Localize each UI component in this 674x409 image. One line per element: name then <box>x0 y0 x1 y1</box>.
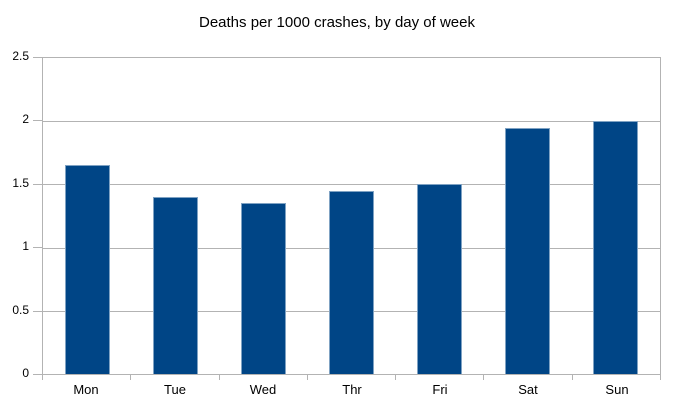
x-axis-tick <box>483 375 484 380</box>
x-axis-tick <box>130 375 131 380</box>
x-axis-tick <box>395 375 396 380</box>
y-axis-tick <box>33 120 42 121</box>
x-axis-tick <box>42 375 43 380</box>
y-axis-label: 1 <box>22 239 29 253</box>
y-gridline <box>43 121 660 122</box>
x-axis-tick <box>307 375 308 380</box>
y-axis-label: 2 <box>22 112 29 126</box>
x-axis-tick <box>572 375 573 380</box>
y-axis-tick <box>33 57 42 58</box>
x-axis-label-mon: Mon <box>73 382 99 397</box>
bar-tue <box>153 197 198 374</box>
bar-thr <box>329 191 374 374</box>
y-axis-tick <box>33 374 42 375</box>
x-axis-label-tue: Tue <box>164 382 186 397</box>
bar-fri <box>417 184 462 374</box>
bar-wed <box>241 203 286 374</box>
plot-area <box>42 57 661 375</box>
chart-title: Deaths per 1000 crashes, by day of week <box>199 14 475 31</box>
x-axis-label-fri: Fri <box>432 382 448 397</box>
x-axis-label-sun: Sun <box>605 382 629 397</box>
bar-sat <box>505 128 550 374</box>
x-axis-tick <box>219 375 220 380</box>
x-axis-label-wed: Wed <box>249 382 277 397</box>
x-axis-label-sat: Sat <box>518 382 538 397</box>
y-axis-label: 0 <box>22 366 29 380</box>
x-axis-tick <box>660 375 661 380</box>
y-axis-tick <box>33 184 42 185</box>
y-gridline <box>43 184 660 185</box>
y-axis-label: 0.5 <box>12 303 29 317</box>
y-axis-tick <box>33 311 42 312</box>
y-axis-label: 2.5 <box>12 49 29 63</box>
y-axis-tick <box>33 247 42 248</box>
bar-mon <box>65 165 110 374</box>
y-axis-label: 1.5 <box>12 176 29 190</box>
x-axis-label-thr: Thr <box>342 382 362 397</box>
bar-sun <box>593 121 638 374</box>
